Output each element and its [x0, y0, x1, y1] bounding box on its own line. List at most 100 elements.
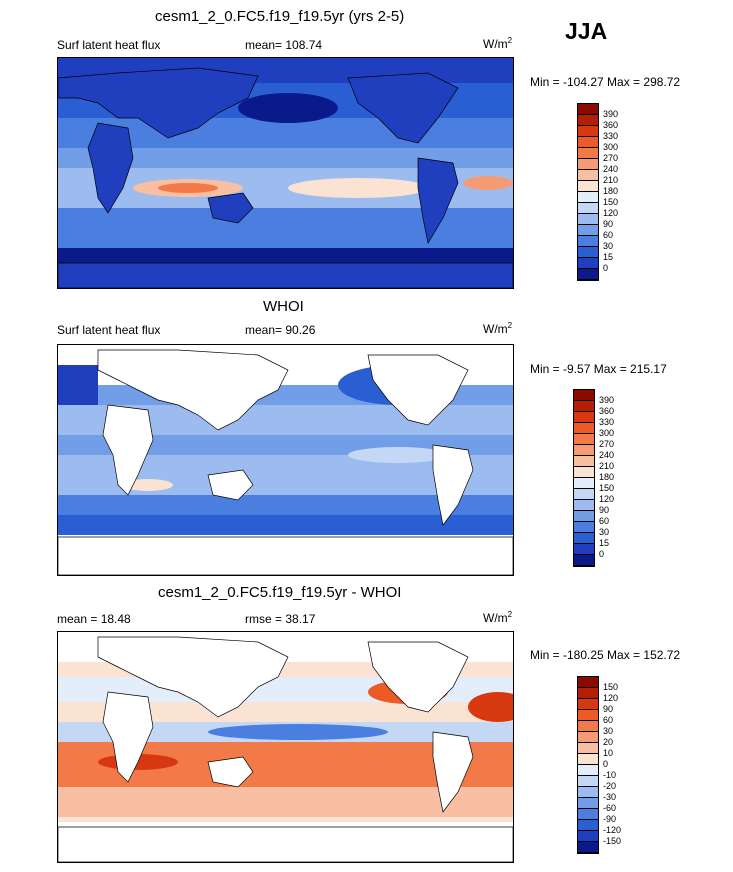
colorbar-tick-label: -10: [603, 770, 617, 780]
colorbar-tick-label: 60: [603, 715, 614, 725]
colorbar-cell: [578, 269, 598, 280]
indian-ocean-high-flux: [123, 479, 173, 491]
atlantic-high-flux: [463, 176, 513, 190]
colorbar-tick-label: 300: [599, 428, 615, 438]
colorbar-tick-label: 0: [603, 263, 609, 273]
colorbar-cell: [578, 765, 598, 776]
colorbar-cell: [578, 236, 598, 247]
colorbar-tick-label: 150: [603, 682, 619, 692]
panel-1-map-svg: [58, 58, 513, 288]
panel-2-variable-label: Surf latent heat flux: [57, 323, 161, 337]
units-text: W/m: [483, 322, 508, 336]
colorbar-cell: [578, 798, 598, 809]
colorbar-cell: [578, 258, 598, 269]
colorbar-cell: [578, 842, 598, 853]
colorbar-tick-label: 270: [599, 439, 615, 449]
colorbar-tick-label: 30: [599, 527, 610, 537]
units-exponent: 2: [507, 36, 513, 45]
colorbar-cell: [578, 721, 598, 732]
units-text: W/m: [483, 37, 508, 51]
colorbar-tick-label: 300: [603, 142, 619, 152]
colorbar-tick-label: 30: [603, 726, 614, 736]
colorbar-tick-label: 390: [599, 395, 615, 405]
colorbar-tick-label: -90: [603, 814, 617, 824]
colorbar-cell: [574, 533, 594, 544]
colorbar-tick-label: 360: [599, 406, 615, 416]
colorbar-tick-label: 0: [599, 549, 605, 559]
colorbar-tick-label: 390: [603, 109, 619, 119]
colorbar-cell: [578, 743, 598, 754]
colorbar-tick-label: 15: [603, 252, 614, 262]
colorbar-cell: [578, 699, 598, 710]
colorbar-tick-label: 90: [603, 219, 614, 229]
colorbar-cell: [574, 401, 594, 412]
colorbar-cell: [578, 170, 598, 181]
colorbar-cell: [578, 192, 598, 203]
colorbar-cell: [578, 754, 598, 765]
panel-2-colorbar-box: [573, 389, 595, 567]
pacific-high-flux: [288, 178, 428, 198]
colorbar-tick-label: 330: [599, 417, 615, 427]
southern-ocean-band: [58, 515, 513, 535]
colorbar-cell: [574, 456, 594, 467]
colorbar-tick-label: 60: [599, 516, 610, 526]
panel-2-map: [57, 344, 514, 576]
colorbar-cell: [574, 445, 594, 456]
panel-2-map-svg: [58, 345, 513, 575]
pacific-flux-band: [348, 447, 448, 463]
panel-1-units: W/m2: [483, 36, 512, 51]
colorbar-tick-label: -120: [603, 825, 622, 835]
panel-3-rmse-label: rmse = 38.17: [245, 612, 316, 626]
colorbar-cell: [578, 247, 598, 258]
colorbar-cell: [574, 511, 594, 522]
units-text: W/m: [483, 611, 508, 625]
colorbar-cell: [574, 489, 594, 500]
colorbar-tick-label: 270: [603, 153, 619, 163]
colorbar-tick-label: 240: [599, 450, 615, 460]
continents: [58, 349, 513, 575]
colorbar-tick-label: 120: [603, 693, 619, 703]
units-exponent: 2: [507, 610, 513, 619]
colorbar-tick-label: 180: [603, 186, 619, 196]
colorbar-cell: [578, 710, 598, 721]
colorbar-tick-label: -150: [603, 836, 622, 846]
colorbar-tick-label: 120: [599, 494, 615, 504]
panel-2-mean-label: mean= 90.26: [245, 323, 316, 337]
colorbar-cell: [574, 555, 594, 566]
panel-1-mean-label: mean= 108.74: [245, 38, 323, 52]
colorbar-tick-label: -30: [603, 792, 617, 802]
colorbar-cell: [578, 148, 598, 159]
colorbar-cell: [578, 831, 598, 842]
panel-3-map-svg: [58, 632, 513, 862]
colorbar-cell: [578, 688, 598, 699]
colorbar-cell: [578, 732, 598, 743]
colorbar-tick-label: 60: [603, 230, 614, 240]
southern-ocean-band: [58, 787, 513, 817]
panel-1-title: cesm1_2_0.FC5.f19_f19.5yr (yrs 2-5): [155, 8, 405, 25]
panel-1-map: [57, 57, 514, 289]
panel-2-units: W/m2: [483, 321, 512, 336]
units-exponent: 2: [507, 321, 513, 330]
colorbar-tick-label: 180: [599, 472, 615, 482]
panel-3-mean-label: mean = 18.48: [57, 612, 131, 626]
colorbar-cell: [574, 500, 594, 511]
atlantic-positive-patch: [468, 692, 513, 722]
panel-3-title: cesm1_2_0.FC5.f19_f19.5yr - WHOI: [158, 584, 402, 601]
colorbar-tick-label: 15: [599, 538, 610, 548]
colorbar-tick-label: 240: [603, 164, 619, 174]
colorbar-cell: [574, 390, 594, 401]
colorbar-tick-label: 30: [603, 241, 614, 251]
colorbar-cell: [578, 203, 598, 214]
arctic-atlantic-patch: [58, 365, 98, 405]
colorbar-cell: [574, 478, 594, 489]
colorbar-tick-label: 150: [603, 197, 619, 207]
colorbar-cell: [578, 225, 598, 236]
colorbar-tick-label: 0: [603, 759, 609, 769]
colorbar-tick-label: 150: [599, 483, 615, 493]
colorbar-tick-label: -60: [603, 803, 617, 813]
north-pacific-low-flux: [238, 93, 338, 123]
colorbar-cell: [578, 809, 598, 820]
colorbar-tick-label: 210: [599, 461, 615, 471]
colorbar-cell: [578, 115, 598, 126]
colorbar-cell: [574, 467, 594, 478]
